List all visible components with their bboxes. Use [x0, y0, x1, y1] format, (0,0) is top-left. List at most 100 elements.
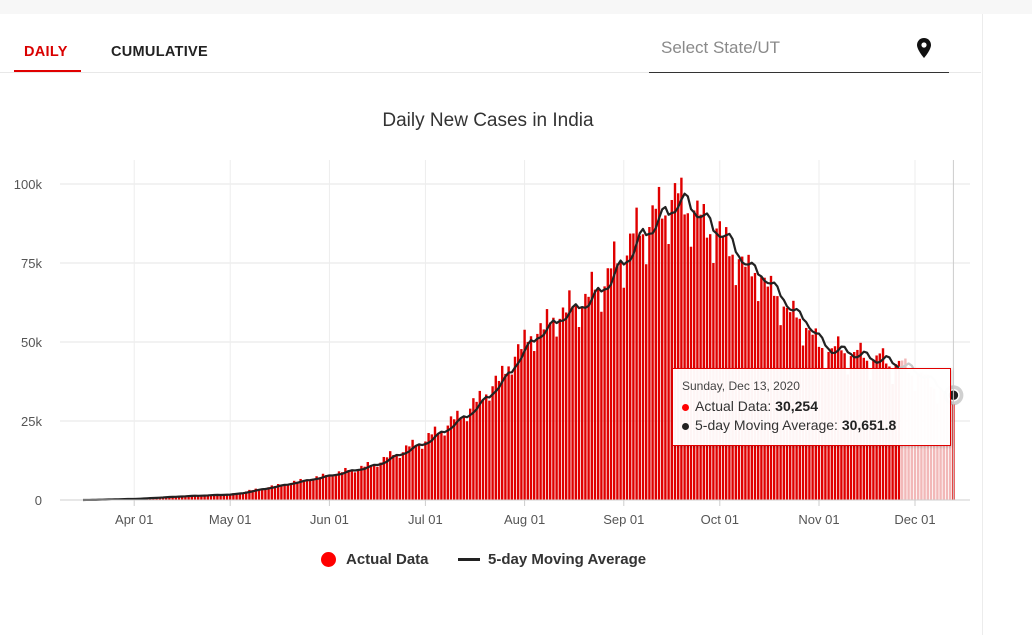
bar	[491, 386, 494, 500]
bar	[357, 469, 360, 500]
bar	[577, 327, 581, 500]
bar	[629, 233, 632, 500]
x-tick-label: May 01	[209, 512, 252, 527]
bar	[395, 454, 398, 500]
bar	[456, 410, 459, 500]
legend-ma-marker	[458, 558, 480, 561]
bar	[501, 365, 504, 500]
bar	[446, 425, 449, 500]
bar	[670, 199, 673, 501]
bar	[648, 227, 651, 500]
bar	[197, 495, 200, 500]
tooltip-actual-value: 30,254	[775, 398, 818, 414]
bar	[251, 490, 254, 500]
bar	[536, 333, 539, 500]
y-tick-label: 50k	[21, 335, 42, 350]
tab-cumulative[interactable]: CUMULATIVE	[111, 44, 208, 60]
bar	[715, 228, 718, 501]
bar	[264, 488, 267, 500]
bar	[379, 462, 382, 500]
bar	[363, 466, 366, 500]
bar	[453, 419, 456, 500]
tooltip-actual-label: Actual Data:	[695, 398, 776, 414]
data-tooltip: Sunday, Dec 13, 2020 Actual Data: 30,254…	[672, 368, 951, 446]
bar	[475, 401, 478, 500]
bar	[184, 495, 187, 500]
x-tick-label: Jul 01	[408, 512, 443, 527]
bar	[366, 462, 369, 500]
bar	[318, 477, 321, 500]
x-tick-label: Jun 01	[310, 512, 349, 527]
bar	[488, 400, 491, 500]
bar	[622, 287, 625, 500]
bar	[248, 489, 251, 500]
bar	[558, 318, 561, 500]
bar	[424, 441, 427, 500]
bar	[549, 322, 552, 500]
tooltip-ma-value: 30,651.8	[841, 417, 897, 433]
bar	[661, 218, 664, 500]
tooltip-actual-dot	[682, 403, 689, 411]
bar	[392, 455, 395, 500]
bar	[443, 435, 446, 500]
bar	[949, 396, 952, 500]
bar	[469, 408, 472, 500]
bar	[504, 373, 507, 500]
bar	[449, 416, 453, 500]
bar	[718, 221, 721, 500]
bar	[309, 480, 312, 500]
bar	[222, 494, 225, 500]
bar	[427, 433, 430, 500]
map-pin-icon[interactable]	[917, 38, 931, 58]
bar	[478, 390, 481, 500]
bar	[709, 234, 712, 501]
bar	[597, 287, 600, 500]
bar	[421, 448, 424, 500]
bar	[200, 495, 203, 500]
bar	[680, 177, 683, 501]
bar	[433, 426, 437, 500]
bar	[209, 494, 213, 500]
bar	[206, 495, 209, 500]
bar	[565, 312, 568, 500]
bar	[177, 496, 181, 500]
bar	[606, 268, 609, 500]
bar	[350, 469, 353, 500]
bar	[302, 479, 305, 500]
bar	[485, 394, 488, 500]
bar	[171, 496, 174, 500]
bar	[440, 431, 443, 500]
bar	[497, 380, 501, 500]
tab-bar: DAILY CUMULATIVE	[0, 14, 981, 73]
bar	[337, 471, 341, 500]
y-tick-label: 25k	[21, 414, 42, 429]
tab-daily[interactable]: DAILY	[24, 44, 68, 60]
bar	[369, 465, 373, 500]
state-select-input[interactable]: Select State/UT	[649, 14, 949, 73]
bar	[293, 480, 296, 500]
y-tick-label: 0	[35, 493, 42, 508]
legend-moving-average[interactable]: 5-day Moving Average	[458, 551, 646, 568]
bar	[213, 495, 216, 500]
bar	[641, 234, 645, 501]
bar	[238, 492, 241, 500]
bar	[376, 466, 379, 500]
bar	[520, 349, 523, 500]
bar	[373, 464, 376, 500]
bar-series	[85, 177, 955, 501]
bar	[702, 204, 705, 500]
bar	[181, 495, 184, 500]
bar	[584, 293, 587, 500]
bar	[235, 493, 238, 500]
legend-actual-data[interactable]: Actual Data	[321, 551, 429, 568]
bar	[405, 445, 408, 500]
bar	[645, 264, 648, 500]
bar	[325, 475, 328, 500]
bar	[411, 439, 414, 500]
bar	[593, 289, 597, 500]
tooltip-ma-dot	[682, 422, 689, 430]
bar	[539, 323, 542, 500]
bar	[561, 307, 565, 500]
bar	[677, 193, 680, 500]
bar	[462, 416, 465, 500]
